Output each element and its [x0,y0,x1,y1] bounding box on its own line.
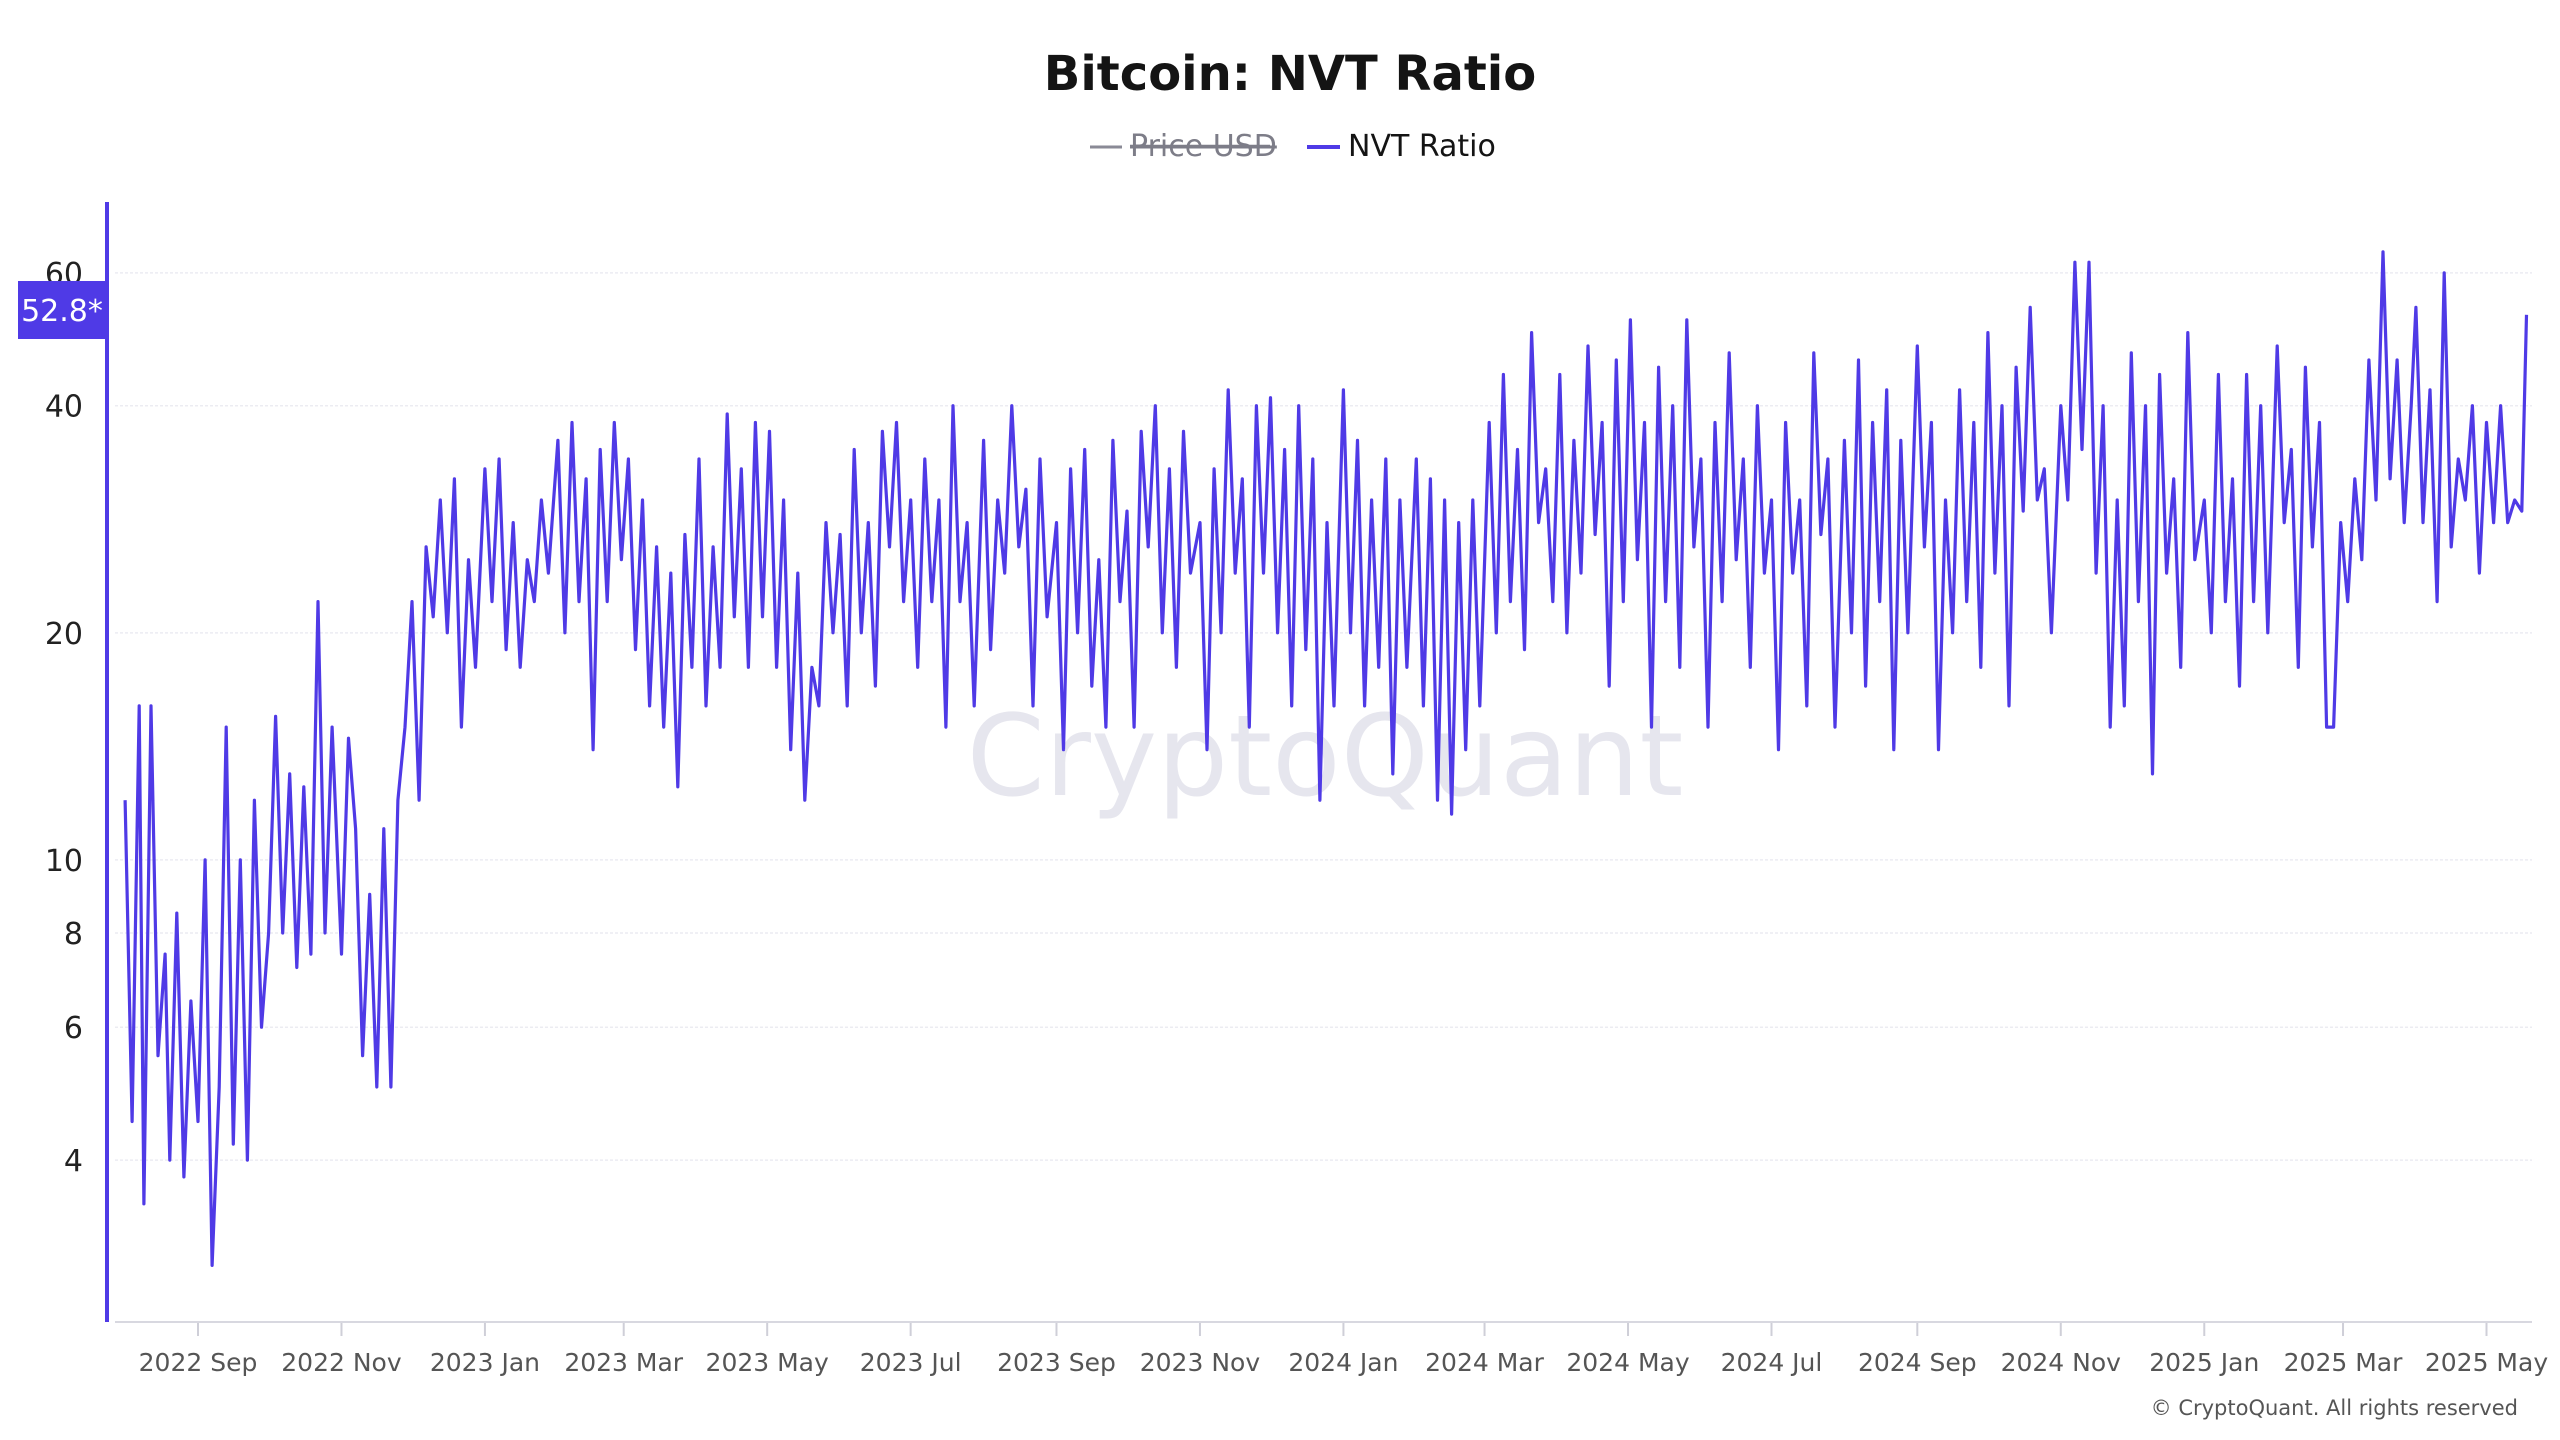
x-tick-label: 2023 May [706,1348,829,1377]
x-tick-label: 2025 Mar [2284,1348,2403,1377]
x-tick-label: 2023 Mar [564,1348,683,1377]
y-tick-label: 40 [45,390,83,425]
x-tick-label: 2024 Mar [1425,1348,1544,1377]
x-tick-label: 2024 Sep [1858,1348,1977,1377]
legend-item-price-usd[interactable]: Price USD [1090,129,1277,164]
x-tick-label: 2025 May [2425,1348,2548,1377]
x-tick-label: 2025 Jan [2149,1348,2259,1377]
watermark: CryptoQuant [967,692,1684,822]
x-tick-label: 2022 Sep [139,1348,258,1377]
x-tick-label: 2024 Jan [1288,1348,1398,1377]
legend-item-nvt-ratio[interactable]: NVT Ratio [1307,129,1496,164]
y-tick-label: 6 [64,1011,83,1046]
current-value-badge-bg [18,281,107,339]
x-tick-label: 2023 Jan [430,1348,540,1377]
legend-label-nvt-ratio: NVT Ratio [1348,129,1496,164]
series-line-nvt-ratio [123,250,2529,1267]
x-tick-label: 2022 Nov [281,1348,402,1377]
current-value-label: 52.8* [21,294,103,329]
x-tick-label: 2024 Nov [2001,1348,2122,1377]
x-axis-ticks: 2022 Sep 2022 Nov 2023 Jan 2023 Mar 2023 May… [139,1322,2548,1377]
x-tick-label: 2023 Jul [860,1348,962,1377]
current-value-badge: 52.8* [18,281,107,339]
y-tick-label: 10 [45,844,83,879]
y-tick-label: 8 [64,917,83,952]
x-tick-label: 2024 May [1566,1348,1689,1377]
chart-title: Bitcoin: NVT Ratio [1044,46,1536,102]
x-tick-label: 2023 Nov [1140,1348,1261,1377]
series-layer [123,250,2529,1267]
legend: Price USD NVT Ratio [1090,129,1496,164]
y-tick-label: 20 [45,617,83,652]
x-tick-label: 2023 Sep [997,1348,1116,1377]
y-tick-label: 4 [64,1144,83,1179]
copyright-text: © CryptoQuant. All rights reserved [2151,1396,2518,1420]
x-tick-label: 2024 Jul [1721,1348,1823,1377]
